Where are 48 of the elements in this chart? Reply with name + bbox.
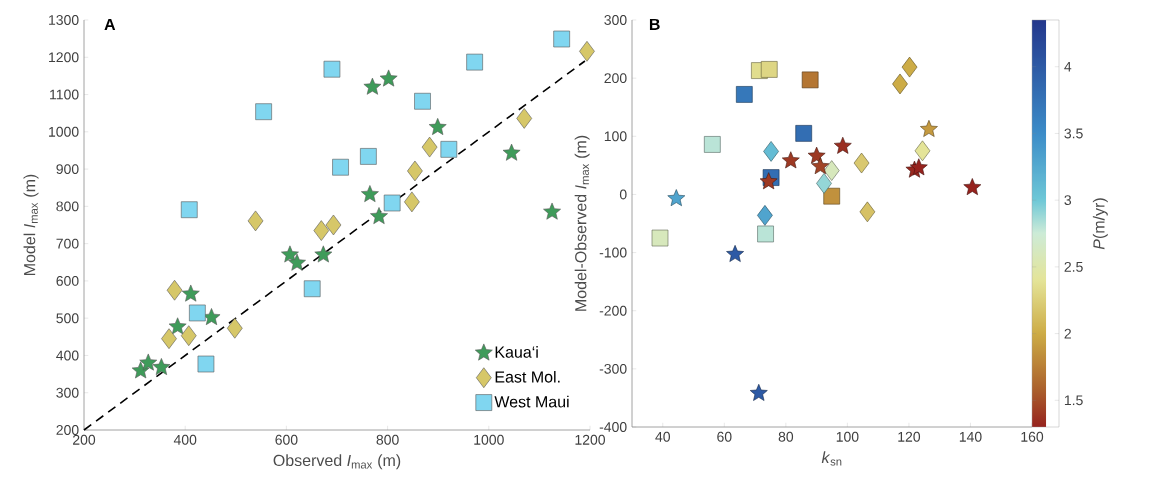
y-axis-title: Model I$_{max}$ (m) bbox=[23, 174, 39, 275]
y-tick-label: 1200 bbox=[49, 52, 79, 63]
y-tick-label: -100 bbox=[599, 247, 627, 258]
x-tick-label: 800 bbox=[376, 434, 399, 445]
x-tick-label: 200 bbox=[73, 434, 96, 445]
x-tick-label: 120 bbox=[898, 431, 921, 442]
chart-title: B bbox=[649, 18, 660, 30]
x-axis-title: k$_{sn}$ bbox=[821, 451, 842, 466]
x-tick-label: 80 bbox=[778, 431, 794, 442]
y-tick-label: -300 bbox=[599, 363, 627, 374]
x-tick-label: 100 bbox=[836, 431, 859, 442]
x-tick-label: 1000 bbox=[474, 434, 504, 445]
y-tick-label: 1000 bbox=[49, 126, 79, 137]
y-tick-label: 600 bbox=[56, 275, 79, 286]
y-tick-label: 1100 bbox=[50, 89, 79, 100]
y-tick-label: 800 bbox=[56, 201, 79, 212]
y-tick-label: 100 bbox=[604, 131, 627, 142]
y-tick-label: 300 bbox=[56, 387, 79, 398]
color-bar-label: 3 bbox=[1064, 195, 1072, 206]
x-tick-label: 60 bbox=[717, 431, 732, 442]
x-axis-title: Observed I$_{max}$ (m) bbox=[273, 454, 401, 470]
y-tick-label: 1300 bbox=[49, 15, 79, 25]
color-bar-label: 3.5 bbox=[1064, 128, 1083, 139]
chart-title: A bbox=[104, 18, 116, 30]
color-bar-label: 4 bbox=[1064, 61, 1072, 72]
legend-label: Kaua‘i bbox=[495, 346, 538, 358]
color-bar-label: 1.5 bbox=[1064, 395, 1083, 406]
y-tick-label: 900 bbox=[56, 164, 79, 175]
color-bar-label: 2 bbox=[1064, 328, 1071, 339]
legend-label: East Mol. bbox=[495, 370, 560, 383]
color-bar-title: P(m/yr) bbox=[1092, 198, 1108, 250]
y-axis-title: Model-Observed I$_{max}$ (m) bbox=[574, 135, 590, 311]
y-tick-label: 0 bbox=[619, 189, 627, 200]
y-tick-label: 500 bbox=[56, 313, 79, 324]
x-tick-label: 160 bbox=[1021, 431, 1044, 442]
x-tick-label: 40 bbox=[655, 431, 671, 442]
y-tick-label: 200 bbox=[604, 73, 627, 84]
y-tick-label: -400 bbox=[599, 422, 627, 432]
y-tick-label: -200 bbox=[599, 305, 627, 316]
legend-label: West Maui bbox=[494, 395, 569, 408]
x-tick-label: 140 bbox=[959, 431, 982, 442]
x-tick-label: 1200 bbox=[575, 434, 606, 445]
x-tick-label: 600 bbox=[275, 434, 298, 445]
y-tick-label: 400 bbox=[56, 350, 79, 361]
color-bar-label: 2.5 bbox=[1064, 261, 1083, 272]
y-tick-label: 700 bbox=[56, 238, 79, 249]
x-tick-label: 400 bbox=[173, 434, 197, 445]
y-tick-label: 300 bbox=[604, 15, 627, 25]
